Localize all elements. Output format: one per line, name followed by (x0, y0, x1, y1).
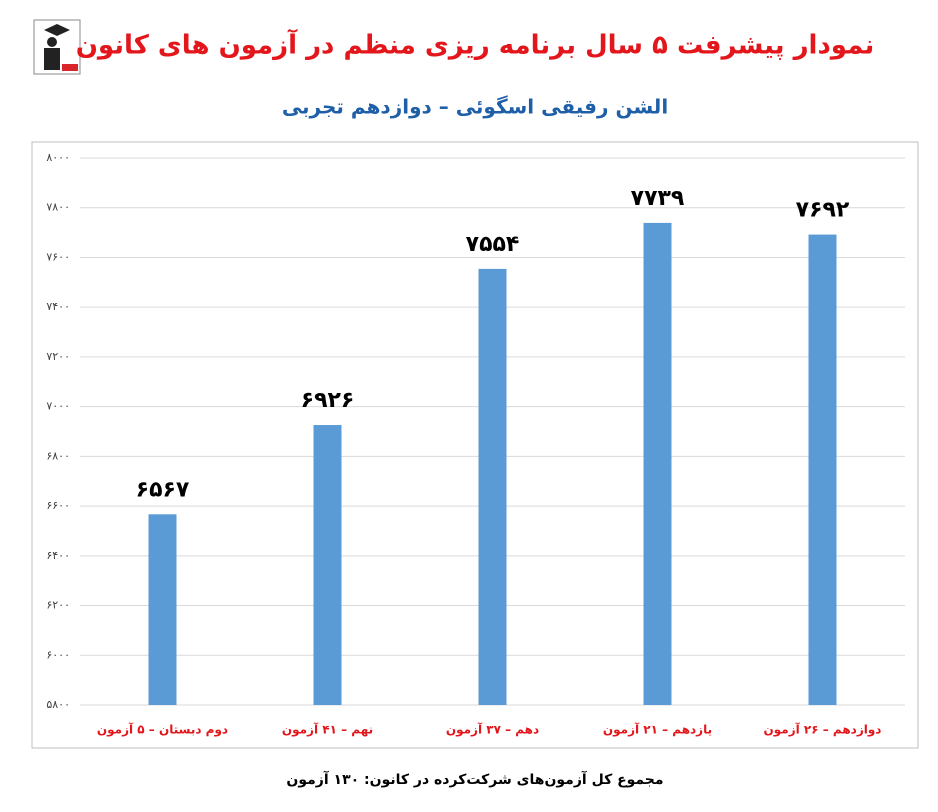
y-tick-label: ۵۸۰۰ (46, 698, 70, 711)
y-tick-label: ۷۲۰۰ (46, 350, 70, 363)
bar (148, 514, 177, 705)
chart-footer: مجموع کل آزمون‌های شرکت‌کرده در کانون: ۱… (286, 770, 663, 788)
y-tick-label: ۶۴۰۰ (46, 549, 70, 562)
x-tick-label: نهم – ۴۱ آزمون (282, 722, 373, 738)
y-tick-label: ۶۶۰۰ (46, 499, 70, 512)
chart-title: نمودار پیشرفت ۵ سال برنامه ریزی منظم در … (76, 29, 875, 61)
bar (808, 234, 837, 705)
x-tick-label: یازدهم – ۲۱ آزمون (603, 722, 712, 738)
value-label: ۷۵۵۴ (466, 232, 520, 257)
bar (478, 268, 507, 705)
y-tick-label: ۶۲۰۰ (46, 599, 70, 612)
y-tick-label: ۷۸۰۰ (46, 201, 70, 214)
y-tick-label: ۷۰۰۰ (46, 400, 70, 413)
bar (643, 222, 672, 705)
chart-subtitle: الشن رفیقی اسگوئی – دوازدهم تجربی (282, 95, 668, 119)
plot-frame (31, 141, 919, 749)
y-tick-label: ۷۴۰۰ (46, 300, 70, 313)
x-tick-label: دهم – ۳۷ آزمون (446, 722, 539, 738)
y-tick-label: ۶۰۰۰ (46, 648, 70, 661)
value-label: ۷۶۹۲ (796, 198, 850, 223)
value-label: ۶۹۲۶ (301, 388, 355, 413)
y-tick-label: ۶۸۰۰ (46, 449, 70, 462)
y-tick-label: ۸۰۰۰ (46, 151, 70, 164)
x-tick-label: دوم دبستان – ۵ آزمون (97, 722, 228, 738)
bar (313, 425, 342, 705)
value-label: ۶۵۶۷ (136, 477, 190, 502)
value-label: ۷۷۳۹ (631, 186, 685, 211)
logo (33, 19, 81, 75)
x-tick-label: دوازدهم – ۲۶ آزمون (764, 722, 882, 738)
y-tick-label: ۷۶۰۰ (46, 250, 70, 263)
